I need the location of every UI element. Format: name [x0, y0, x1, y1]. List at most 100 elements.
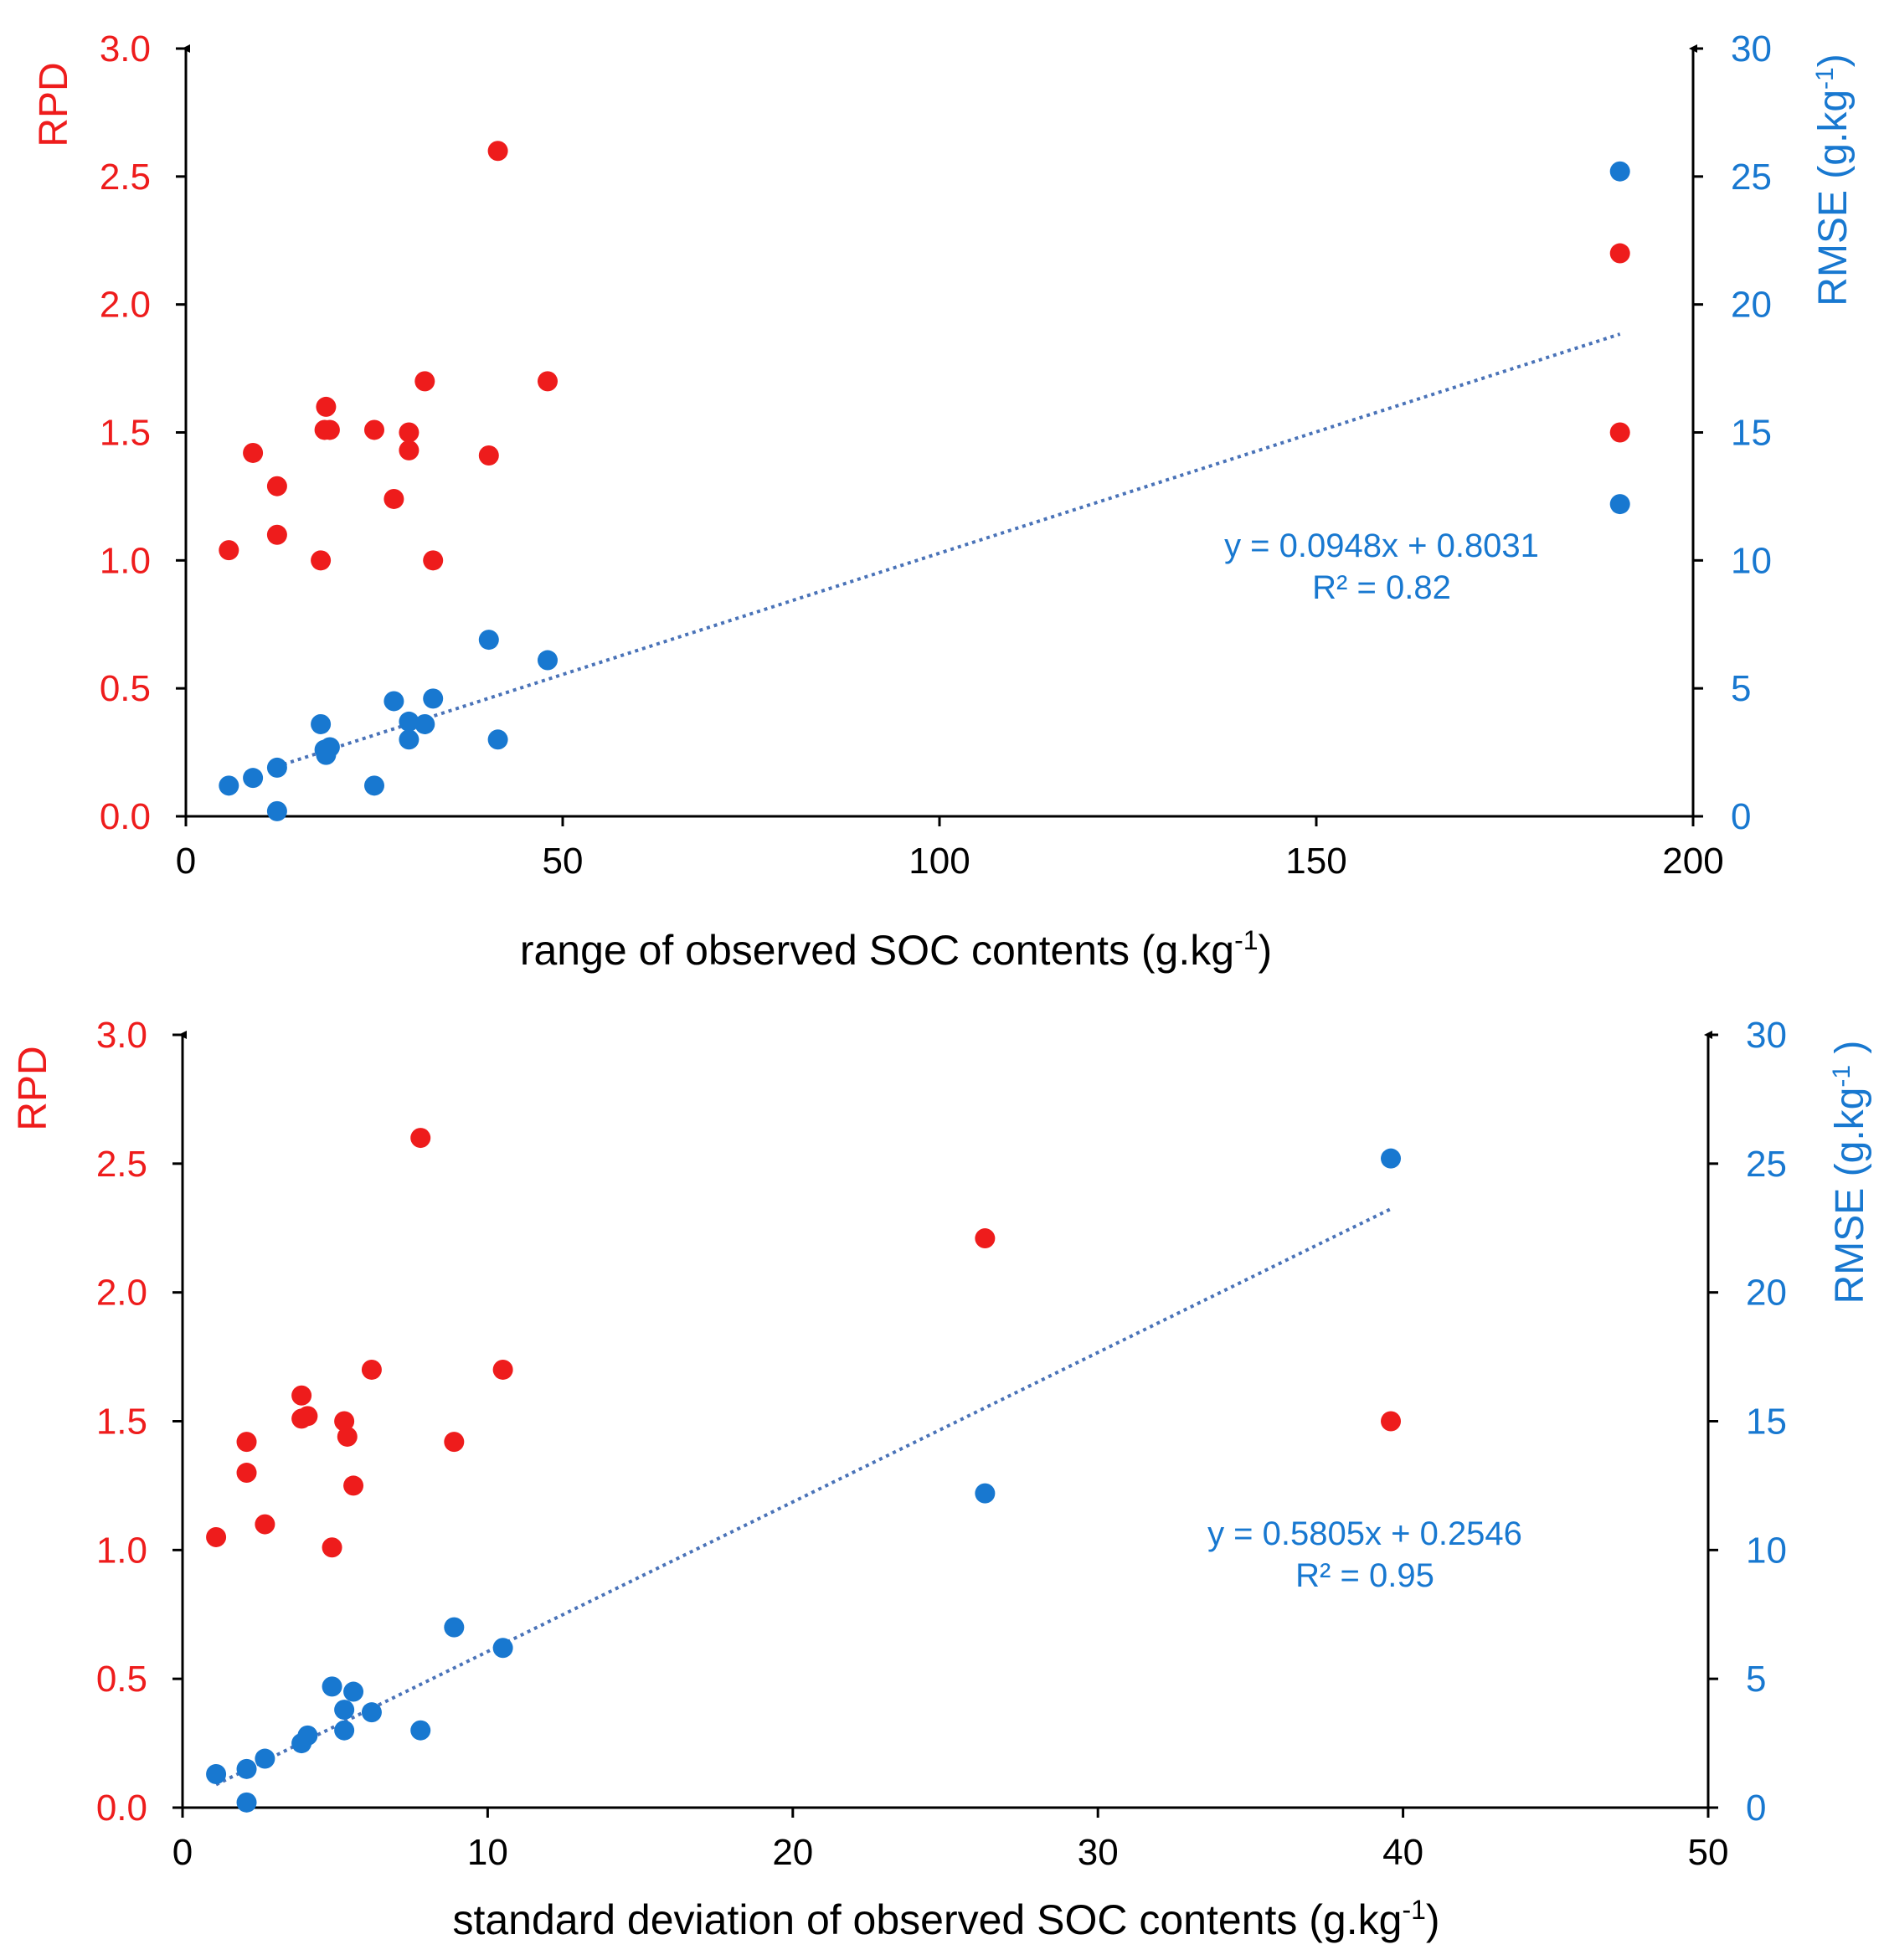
chart-1-rmse-point	[399, 729, 420, 750]
chart-2-r2: R² = 0.95	[1295, 1557, 1434, 1594]
chart-1-y-right-tick-label: 10	[1731, 540, 1772, 581]
chart-2-rmse-point	[444, 1617, 465, 1638]
chart-2-trendline-group	[215, 1207, 1392, 1787]
chart-1-rpd-point	[219, 540, 239, 561]
chart-2-x-tick-label: 0	[172, 1832, 193, 1873]
chart-2-rmse-point	[1381, 1148, 1402, 1169]
chart-2-rpd-point	[255, 1514, 275, 1535]
chart-1-y-left-tick-label: 0.5	[100, 668, 151, 709]
chart-2-y-left-label: RPD	[11, 1046, 55, 1130]
chart-2-x-tick-label: 50	[1688, 1832, 1729, 1873]
chart-2-rpd-point	[975, 1228, 996, 1249]
chart-1: 0 50 100 150 200 0.0 0.5 1.0 1.5 2.0 2.5 3.0 0 5 10 15 2…	[32, 28, 1856, 974]
chart-2-x-tick-label: 30	[1078, 1832, 1119, 1873]
chart-2-y-right-tick-label: 10	[1746, 1530, 1787, 1571]
chart-1-rmse-point	[1609, 161, 1630, 182]
chart-2-y-left-tick-label: 3.0	[96, 1015, 147, 1056]
chart-1-y-right-tick-label: 0	[1731, 796, 1751, 837]
chart-1-points	[219, 141, 1630, 821]
chart-2-rmse-point	[297, 1725, 318, 1746]
chart-2-rpd-point	[1381, 1411, 1402, 1432]
chart-1-rmse-point	[478, 630, 499, 651]
chart-2-rmse-point	[975, 1483, 996, 1504]
chart-1-rpd-point	[1609, 422, 1630, 443]
chart-2-rmse-point	[236, 1792, 257, 1813]
chart-2-rpd-point	[361, 1359, 382, 1380]
chart-1-y-left-tick-label: 0.0	[100, 796, 151, 837]
chart-1-rmse-point	[414, 713, 435, 734]
chart-1-rpd-point	[423, 550, 444, 571]
chart-1-x-tick-label: 0	[176, 841, 196, 882]
chart-2-y-right-tick-label: 0	[1746, 1788, 1766, 1829]
chart-1-rpd-point	[399, 422, 420, 443]
chart-1-rmse-point	[399, 711, 420, 732]
chart-1-trendline	[275, 332, 1621, 769]
chart-2-rpd-point	[297, 1406, 318, 1427]
chart-2-rmse-point	[334, 1700, 355, 1721]
chart-1-x-label-main: range of observed SOC contents (g.kg	[520, 927, 1234, 974]
chart-2-rpd-point	[322, 1537, 342, 1558]
chart-1-y-left-tick-label: 2.5	[100, 157, 151, 198]
chart-2-y-right-tick-label: 30	[1746, 1015, 1787, 1056]
chart-2-rmse-point	[236, 1758, 257, 1779]
chart-1-rmse-point	[266, 800, 287, 821]
chart-1-y-right-label-tail: )	[1811, 54, 1856, 67]
chart-2-rmse-point	[492, 1638, 513, 1659]
chart-2-y-right-tick-label: 15	[1746, 1402, 1787, 1443]
chart-1-y-right-label: RMSE (g.kg-1)	[1811, 54, 1856, 306]
chart-2-rpd-point	[206, 1526, 227, 1547]
chart-2-rpd-point	[236, 1432, 257, 1453]
chart-2-tick-marks	[172, 1033, 1718, 1818]
chart-1-y-left-tick-label: 3.0	[100, 28, 151, 69]
chart-1-rpd-point	[414, 371, 435, 392]
chart-1-y-left-tick-label: 2.0	[100, 285, 151, 326]
chart-1-tick-labels: 0 50 100 150 200 0.0 0.5 1.0 1.5 2.0 2.5 3.0 0 5 10 15 2…	[100, 28, 1772, 882]
chart-2-y-left-tick-label: 1.0	[96, 1530, 147, 1571]
chart-2-x-label-tail: )	[1426, 1896, 1440, 1943]
chart-2-y-right-label: RMSE (g.kg-1 )	[1828, 1041, 1872, 1304]
chart-2-rpd-point	[492, 1359, 513, 1380]
chart-2-y-right-label-sup: -1	[1828, 1065, 1856, 1088]
chart-1-y-right-label-sup: -1	[1811, 67, 1839, 90]
chart-1-tick-marks	[176, 47, 1703, 826]
chart-2-y-right-tick-label: 5	[1746, 1659, 1766, 1700]
chart-2: 0 10 20 30 40 50 0.0 0.5 1.0 1.5 2.0 2.5 3.0 0 5 10 15 20…	[11, 1015, 1872, 1943]
chart-1-rpd-point	[383, 488, 404, 509]
chart-2-trendline	[215, 1207, 1392, 1787]
chart-2-y-right-label-tail: )	[1828, 1041, 1872, 1065]
chart-2-y-right-label-main: RMSE (g.kg	[1828, 1088, 1872, 1304]
chart-1-y-right-tick-label: 15	[1731, 413, 1772, 454]
chart-1-rmse-point	[311, 713, 332, 734]
chart-2-points	[206, 1128, 1402, 1813]
chart-2-equation: y = 0.5805x + 0.2546	[1207, 1515, 1522, 1552]
chart-1-y-right-tick-label: 20	[1731, 285, 1772, 326]
chart-2-x-tick-label: 20	[772, 1832, 813, 1873]
chart-1-rpd-point	[399, 440, 420, 460]
chart-1-y-right-label-main: RMSE (g.kg	[1811, 90, 1856, 306]
chart-2-rpd-point	[410, 1128, 431, 1149]
chart-2-rmse-point	[255, 1748, 275, 1769]
chart-2-tick-labels: 0 10 20 30 40 50 0.0 0.5 1.0 1.5 2.0 2.5 3.0 0 5 10 15 20…	[96, 1015, 1787, 1873]
chart-1-rmse-point	[219, 775, 239, 796]
chart-2-x-tick-label: 40	[1382, 1832, 1423, 1873]
chart-1-rmse-point	[423, 688, 444, 709]
chart-1-x-tick-label: 200	[1662, 841, 1723, 882]
chart-2-rpd-point	[236, 1463, 257, 1484]
chart-2-y-left-tick-label: 0.0	[96, 1788, 147, 1829]
chart-1-rpd-point	[266, 476, 287, 496]
chart-1-y-left-tick-label: 1.5	[100, 413, 151, 454]
chart-2-y-left-tick-label: 2.5	[96, 1144, 147, 1185]
chart-1-x-tick-label: 100	[909, 841, 970, 882]
chart-2-x-label-main: standard deviation of observed SOC conte…	[452, 1896, 1402, 1943]
chart-1-y-left-label: RPD	[32, 62, 76, 147]
chart-1-rpd-point	[243, 442, 264, 463]
chart-2-rpd-point	[291, 1385, 312, 1406]
chart-2-rmse-point	[410, 1720, 431, 1741]
chart-2-x-label: standard deviation of observed SOC conte…	[452, 1895, 1439, 1943]
chart-2-x-label-sup: -1	[1402, 1895, 1425, 1925]
chart-1-rmse-point	[538, 650, 558, 671]
chart-2-rpd-point	[337, 1426, 358, 1447]
chart-1-rpd-point	[538, 371, 558, 392]
chart-2-rpd-point	[334, 1411, 355, 1432]
chart-1-x-label-tail: )	[1259, 927, 1273, 974]
